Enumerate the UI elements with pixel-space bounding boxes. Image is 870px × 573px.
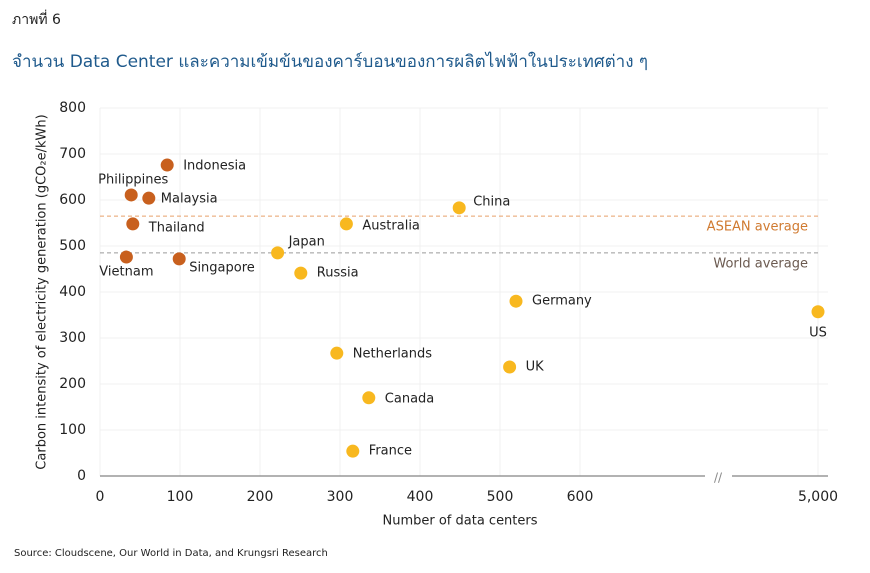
x-tick-label: 0: [96, 489, 105, 505]
point-label: Japan: [288, 234, 325, 249]
y-tick-label: 200: [59, 376, 86, 392]
y-tick-label: 600: [59, 192, 86, 208]
point-label: UK: [526, 359, 545, 374]
y-tick-label: 500: [59, 238, 86, 254]
point: [271, 246, 285, 260]
x-tick-label: 300: [327, 489, 354, 505]
point: [294, 266, 308, 280]
point: [503, 360, 517, 374]
x-tick-label: 600: [567, 489, 594, 505]
x-tick-label: 100: [167, 489, 194, 505]
point: [339, 217, 353, 231]
point-label: Malaysia: [161, 192, 218, 207]
figure-label: ภาพที่ 6: [12, 10, 61, 28]
point: [811, 305, 825, 319]
x-tick-label: 500: [487, 489, 514, 505]
y-tick-label: 100: [59, 422, 86, 438]
reference-label: World average: [713, 256, 808, 271]
point-label: Australia: [362, 218, 420, 233]
point: [119, 250, 133, 264]
point-label: Singapore: [189, 260, 255, 275]
point: [124, 188, 138, 202]
point: [126, 217, 140, 231]
point: [142, 191, 156, 205]
x-axis-label: Number of data centers: [382, 514, 537, 529]
point-label: Philippines: [98, 172, 168, 187]
point-label: Vietnam: [99, 265, 153, 280]
point-label: Netherlands: [353, 347, 432, 362]
point-label: France: [369, 444, 412, 459]
chart-title: จำนวน Data Center และความเข้มข้นของคาร์บ…: [12, 51, 648, 72]
axis-break: //: [714, 471, 723, 485]
reference-label: ASEAN average: [707, 220, 808, 235]
y-tick-label: 300: [59, 330, 86, 346]
point-label: China: [473, 194, 510, 209]
point-label: Thailand: [148, 220, 205, 235]
y-tick-label: 400: [59, 284, 86, 300]
point: [452, 201, 466, 215]
y-tick-label: 800: [59, 100, 86, 116]
y-axis-label: Carbon intensity of electricity generati…: [35, 114, 50, 469]
point: [362, 391, 376, 405]
point-label: Indonesia: [183, 159, 246, 174]
point-label: Canada: [385, 391, 434, 406]
point: [330, 346, 344, 360]
point: [160, 158, 174, 172]
point-label: Russia: [317, 266, 359, 281]
x-tick-label: 200: [247, 489, 274, 505]
point: [346, 444, 360, 458]
y-tick-label: 700: [59, 146, 86, 162]
source: Source: Cloudscene, Our World in Data, a…: [14, 548, 328, 559]
y-tick-label: 0: [77, 468, 86, 484]
x-tick-label: 5,000: [798, 489, 838, 505]
point: [509, 294, 523, 308]
point-label: Germany: [532, 294, 592, 309]
point-label: US: [809, 325, 827, 340]
point: [172, 252, 186, 266]
grid: [99, 107, 828, 476]
x-tick-label: 400: [407, 489, 434, 505]
